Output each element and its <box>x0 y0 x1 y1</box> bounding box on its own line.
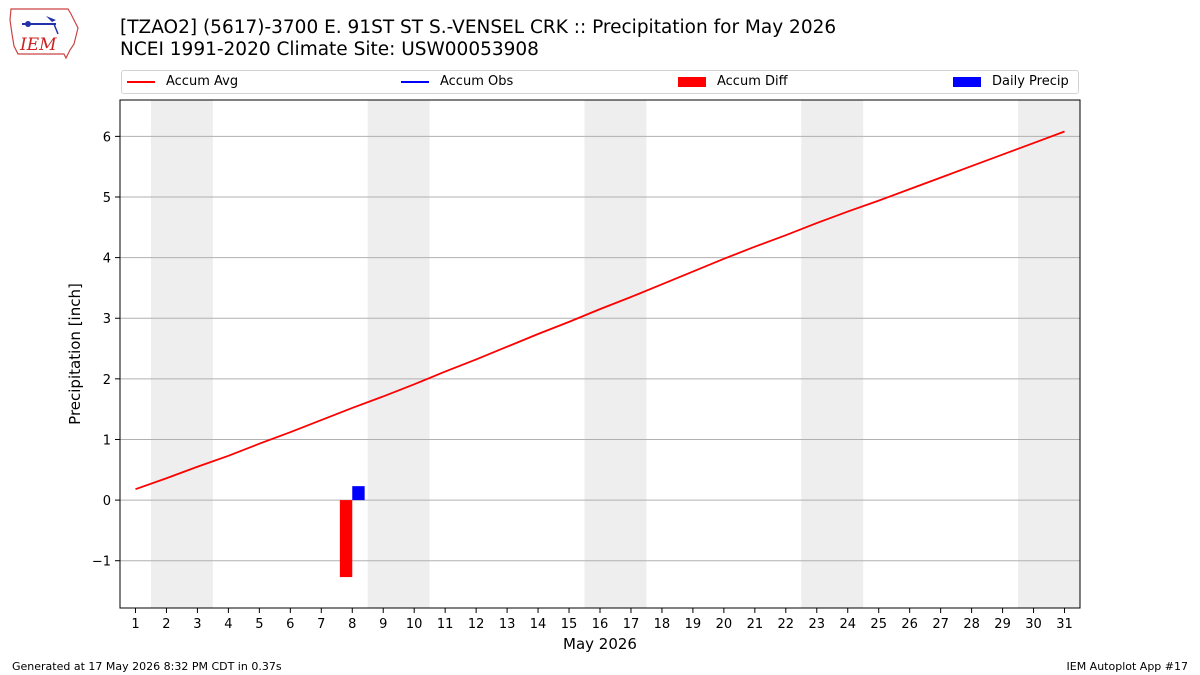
x-axis-label: May 2026 <box>563 635 637 653</box>
x-tick-label: 26 <box>901 617 918 632</box>
x-tick-label: 21 <box>747 617 764 632</box>
bar-daily-precip <box>352 486 365 501</box>
x-tick-label: 16 <box>592 617 609 632</box>
x-tick-label: 20 <box>716 617 733 632</box>
x-tick-label: 1 <box>131 617 139 632</box>
series-lines <box>135 130 1065 491</box>
x-tick-label: 8 <box>348 617 356 632</box>
legend-swatch-accum-obs <box>401 80 429 83</box>
line-accum-avg <box>135 130 1065 491</box>
x-tick-label: 30 <box>1025 617 1042 632</box>
footer-generated: Generated at 17 May 2026 8:32 PM CDT in … <box>12 660 282 673</box>
weekend-band <box>584 100 647 608</box>
x-tick-label: 13 <box>499 617 516 632</box>
bars <box>339 486 365 578</box>
iowa-outline-icon <box>9 8 79 60</box>
legend-swatch-accum-diff <box>678 76 706 87</box>
x-tick-label: 15 <box>561 617 578 632</box>
iem-logo: IEM <box>9 8 79 60</box>
chart-title: [TZAO2] (5617)-3700 E. 91ST ST S.-VENSEL… <box>120 17 837 38</box>
x-tick-label: 14 <box>530 617 547 632</box>
weekend-shading <box>150 100 1080 608</box>
y-tick-label: 1 <box>103 433 111 448</box>
x-tick-label: 7 <box>317 617 325 632</box>
x-tick-label: 18 <box>654 617 671 632</box>
legend-label: Accum Obs <box>440 74 514 89</box>
x-tick-label: 24 <box>839 617 856 632</box>
x-tick-label: 5 <box>255 617 263 632</box>
chart-subtitle: NCEI 1991-2020 Climate Site: USW00053908 <box>120 39 539 60</box>
logo-text: IEM <box>19 35 57 55</box>
x-tick-label: 12 <box>468 617 485 632</box>
bar-accum-diff <box>339 500 353 578</box>
x-tick-label: 29 <box>994 617 1011 632</box>
legend-label: Accum Diff <box>717 74 788 89</box>
legend-item-accum-avg: Accum Avg <box>127 74 238 89</box>
y-axis-ticks: −1 0 1 2 3 4 5 6 <box>92 130 120 570</box>
x-tick-label: 22 <box>778 617 795 632</box>
legend-item-accum-diff: Accum Diff <box>678 74 788 89</box>
x-axis-ticks: 1 2 3 4 5 6 7 8 9 10 11 12 13 14 15 16 17 18 19 20 21 22 23 24 2… <box>131 608 1073 632</box>
x-tick-label: 3 <box>193 617 201 632</box>
y-tick-label: −1 <box>92 555 111 570</box>
y-tick-label: 0 <box>103 494 111 509</box>
x-tick-label: 28 <box>963 617 980 632</box>
y-tick-label: 3 <box>103 312 111 327</box>
x-tick-label: 27 <box>932 617 949 632</box>
weekend-band <box>1018 100 1080 608</box>
footer-app: IEM Autoplot App #17 <box>1066 660 1189 673</box>
x-tick-label: 31 <box>1056 617 1073 632</box>
y-tick-label: 6 <box>103 130 111 145</box>
x-tick-label: 23 <box>809 617 826 632</box>
x-tick-label: 25 <box>870 617 887 632</box>
x-tick-label: 10 <box>406 617 423 632</box>
x-tick-label: 9 <box>379 617 387 632</box>
y-tick-label: 4 <box>103 252 111 267</box>
legend-swatch-daily-precip <box>953 76 981 87</box>
x-tick-label: 2 <box>162 617 170 632</box>
weekend-band <box>801 100 864 608</box>
y-tick-label: 5 <box>103 191 111 206</box>
grid-lines <box>120 135 1080 562</box>
x-tick-label: 17 <box>623 617 640 632</box>
legend-label: Daily Precip <box>992 74 1069 89</box>
x-tick-label: 4 <box>224 617 232 632</box>
x-tick-label: 11 <box>437 617 454 632</box>
y-tick-label: 2 <box>103 373 111 388</box>
legend: Accum Avg Accum Obs Accum Diff Daily Pre… <box>121 70 1079 94</box>
y-axis-label: Precipitation [inch] <box>66 283 84 425</box>
weekend-band <box>367 100 430 608</box>
legend-swatch-accum-avg <box>127 80 155 83</box>
x-tick-label: 19 <box>685 617 702 632</box>
legend-item-daily-precip: Daily Precip <box>953 74 1069 89</box>
legend-item-accum-obs: Accum Obs <box>401 74 513 89</box>
x-tick-label: 6 <box>286 617 294 632</box>
legend-label: Accum Avg <box>166 74 239 89</box>
weekend-band <box>150 100 213 608</box>
